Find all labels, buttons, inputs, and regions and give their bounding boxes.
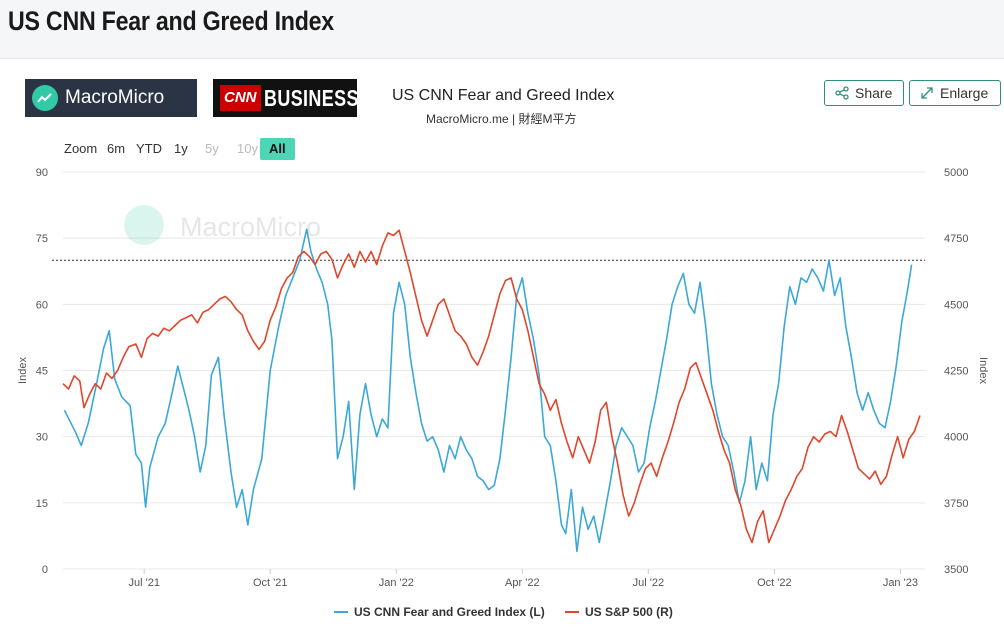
y-right-tick-label: 3750 <box>944 498 968 510</box>
macromicro-logo-text: MacroMicro <box>65 87 165 108</box>
share-button[interactable]: Share <box>824 80 904 106</box>
business-logo-text: BUSINESS <box>263 84 359 111</box>
x-tick-label: Oct '21 <box>253 577 288 589</box>
y-right-tick-label: 4000 <box>944 432 968 444</box>
y-left-tick-label: 45 <box>36 366 48 378</box>
zoom-all[interactable]: All <box>260 138 295 160</box>
y-right-tick-label: 4250 <box>944 366 968 378</box>
zoom-5y[interactable]: 5y <box>205 141 219 156</box>
x-tick-label: Jul '21 <box>128 577 159 589</box>
zoom-ytd[interactable]: YTD <box>136 141 162 156</box>
y-right-tick-label: 5000 <box>944 167 968 179</box>
legend-label-sp500: US S&P 500 (R) <box>585 605 673 619</box>
chart-title: US CNN Fear and Greed Index <box>392 87 615 104</box>
legend-item-sp500[interactable]: US S&P 500 (R) <box>565 605 673 619</box>
y-right-tick-label: 3500 <box>944 564 968 576</box>
share-label: Share <box>855 85 893 101</box>
x-tick-label: Apr '22 <box>505 577 540 589</box>
y-left-tick-label: 90 <box>36 167 48 179</box>
legend-item-fear-greed[interactable]: US CNN Fear and Greed Index (L) <box>334 605 545 619</box>
watermark: MacroMicro <box>124 205 321 245</box>
x-tick-label: Jul '22 <box>633 577 664 589</box>
x-tick-label: Jan '22 <box>379 577 414 589</box>
series-line-sp500 <box>62 229 921 544</box>
legend-swatch-fear-greed <box>334 611 348 613</box>
expand-icon <box>921 87 933 99</box>
legend-swatch-sp500 <box>565 611 579 613</box>
x-tick-label: Oct '22 <box>757 577 792 589</box>
series-line-fear-greed <box>63 228 913 553</box>
page-header: US CNN Fear and Greed Index <box>0 0 1004 59</box>
zoom-label: Zoom <box>64 141 98 156</box>
y-right-axis-title: Index <box>977 357 989 384</box>
cnn-business-logo[interactable]: CNN BUSINESS <box>213 79 359 117</box>
zoom-1y[interactable]: 1y <box>174 141 188 156</box>
y-left-tick-label: 0 <box>42 564 48 576</box>
zoom-6m[interactable]: 6m <box>107 141 126 156</box>
y-left-tick-label: 30 <box>36 432 48 444</box>
y-right-tick-label: 4750 <box>944 233 968 245</box>
x-tick-label: Jan '23 <box>883 577 918 589</box>
macromicro-chart-icon <box>32 85 58 111</box>
legend-label-fear-greed: US CNN Fear and Greed Index (L) <box>354 605 545 619</box>
y-left-tick-label: 60 <box>36 299 48 311</box>
chart-area: 0 3500 15 3750 30 4000 45 4250 60 4500 75 4750 90 500… <box>17 167 989 589</box>
watermark-icon <box>124 205 164 245</box>
watermark-text: MacroMicro <box>180 212 321 242</box>
page-title: US CNN Fear and Greed Index <box>8 6 334 36</box>
y-left-axis-title: Index <box>17 357 29 384</box>
y-left-tick-label: 15 <box>36 498 48 510</box>
y-left-tick-label: 75 <box>36 233 48 245</box>
enlarge-label: Enlarge <box>940 85 989 101</box>
chart-subtitle: MacroMicro.me | 財經M平方 <box>426 112 577 126</box>
zoom-10y[interactable]: 10y <box>237 141 258 156</box>
y-right-tick-label: 4500 <box>944 299 968 311</box>
enlarge-button[interactable]: Enlarge <box>909 80 1001 106</box>
share-icon <box>835 86 849 100</box>
macromicro-logo[interactable]: MacroMicro <box>25 79 197 117</box>
cnn-logo-text: CNN <box>220 85 261 111</box>
